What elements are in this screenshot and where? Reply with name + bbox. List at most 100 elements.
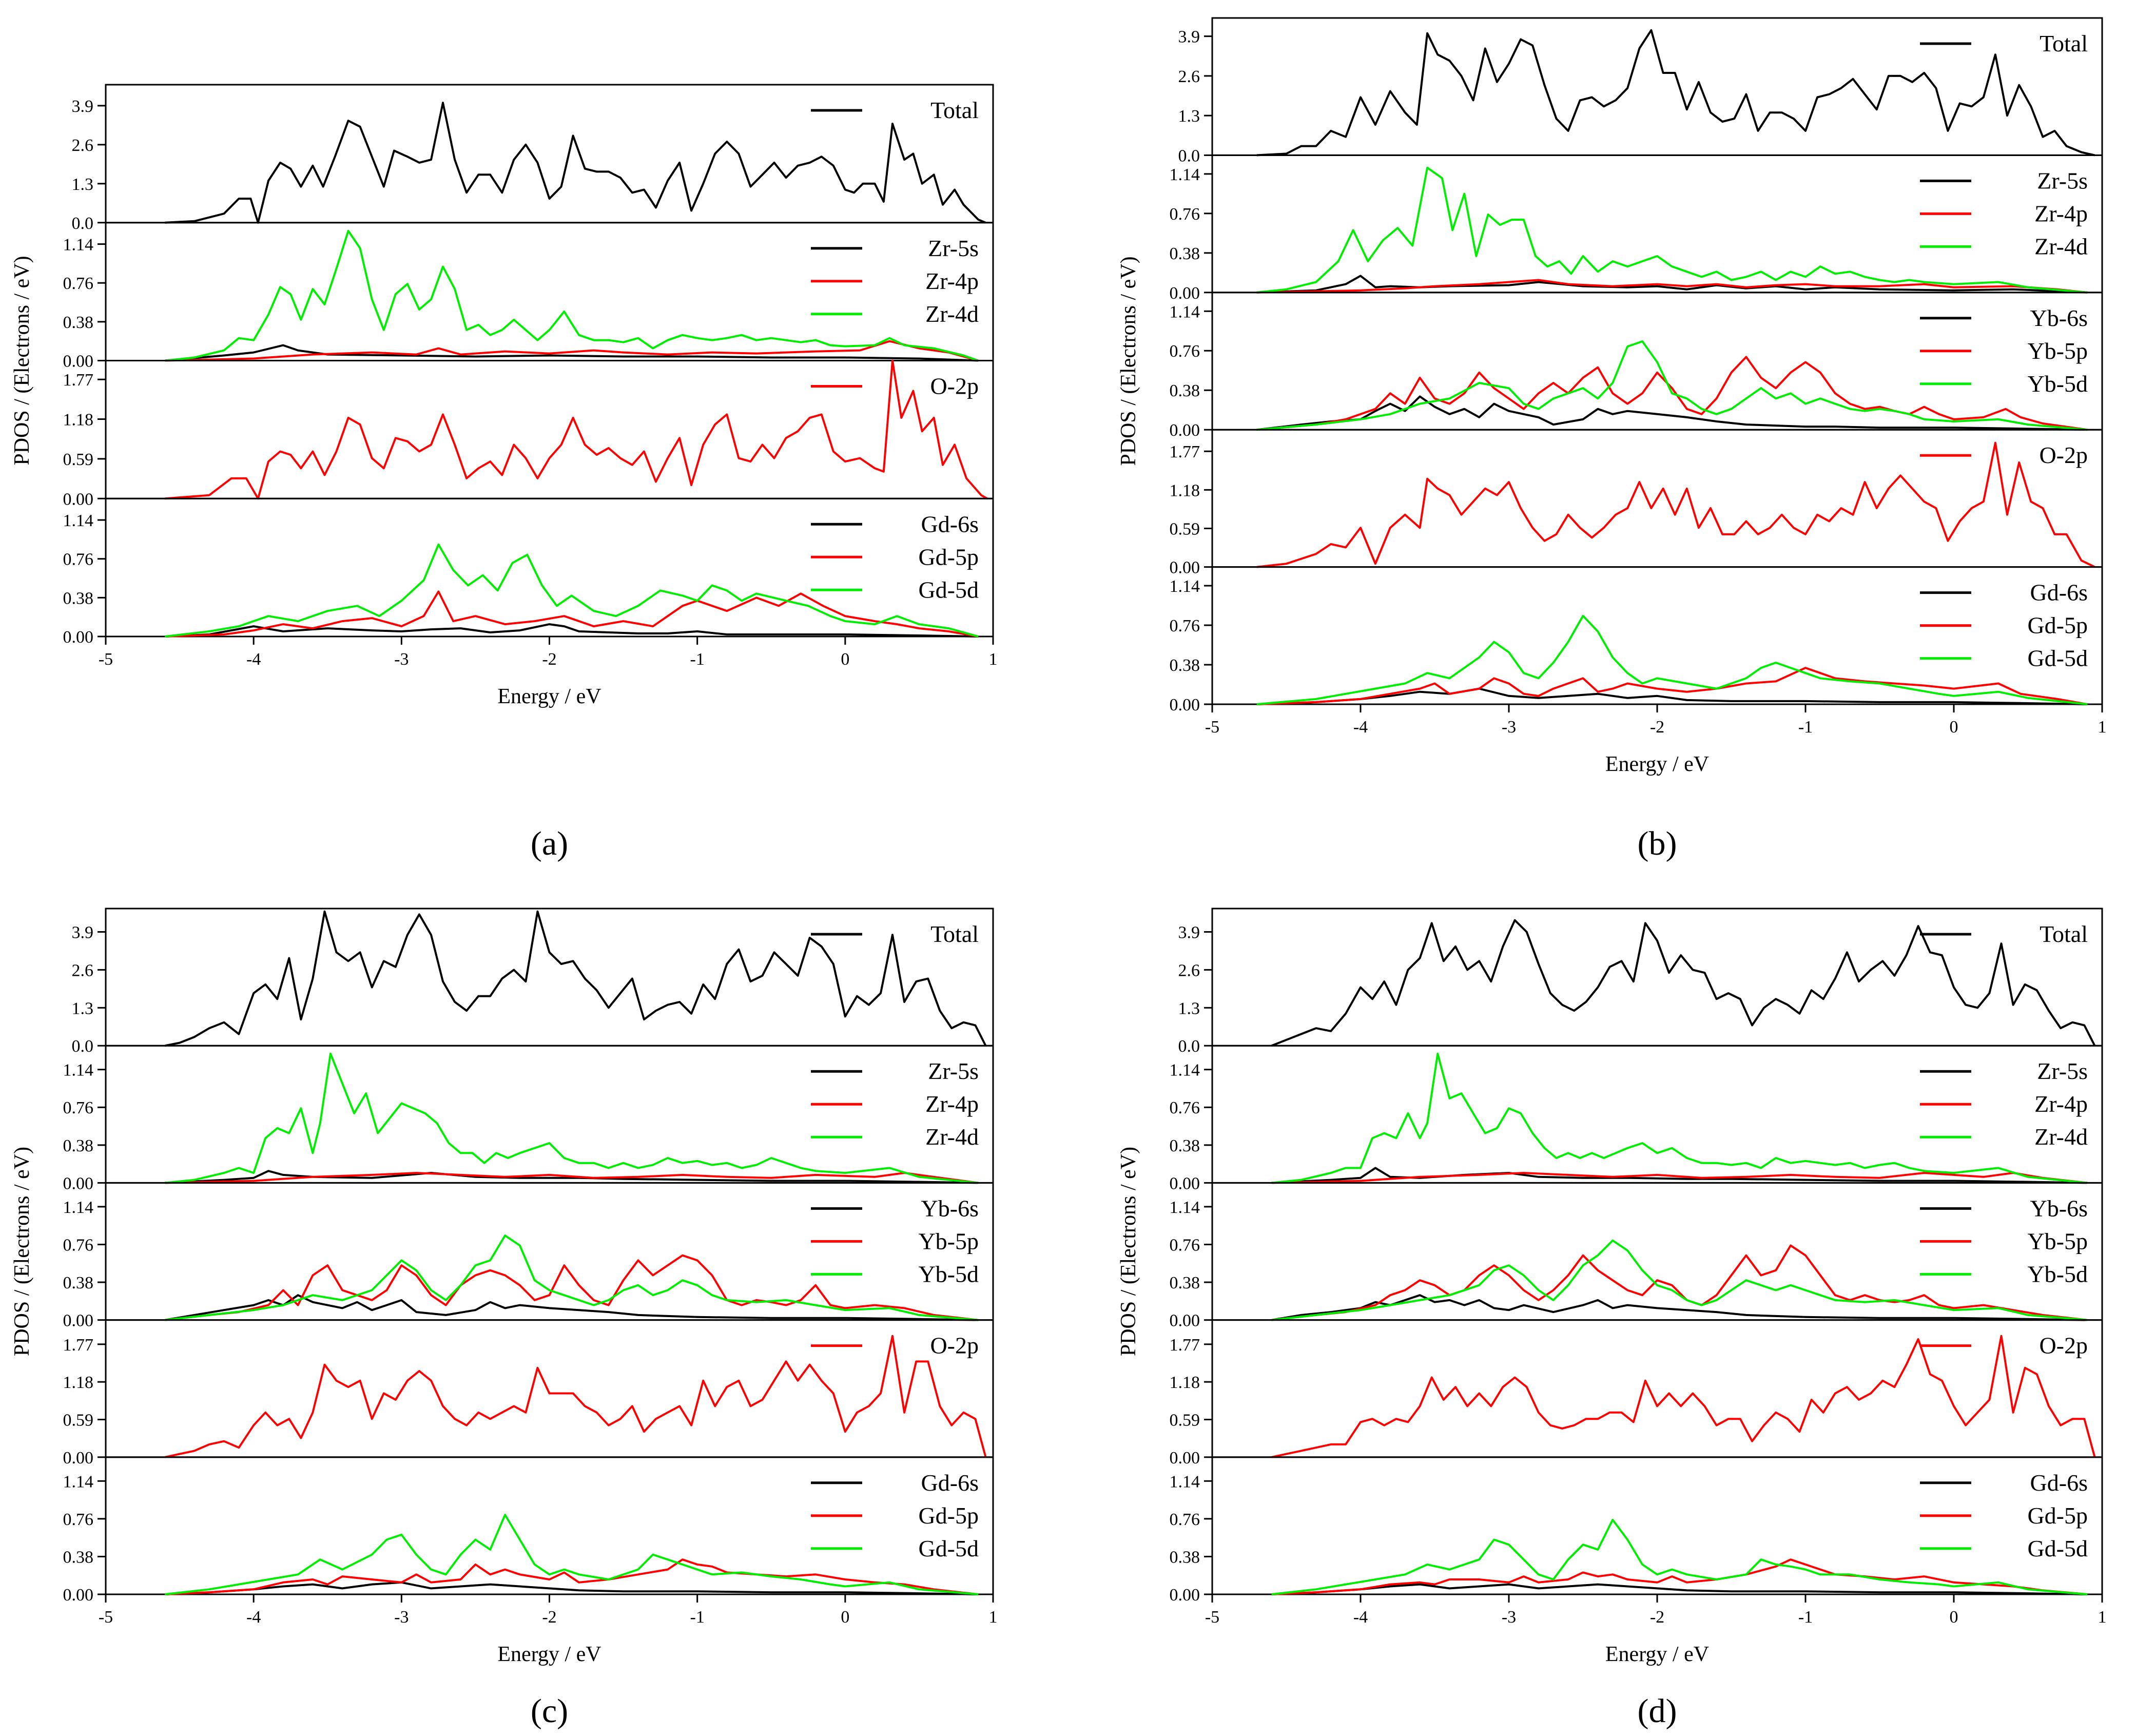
legend-label: O-2p xyxy=(2039,1333,2088,1359)
subplot-yb: 0.00 0.38 0.76 1.14 Yb-6s Yb-5p Yb-5d xyxy=(63,1182,994,1330)
subplot-total: 0.0 1.3 2.6 3.9 Total xyxy=(72,84,994,233)
x-tick-label: -4 xyxy=(1353,718,1368,737)
series-line-gd-6s xyxy=(165,623,979,638)
x-tick-label: -1 xyxy=(1798,718,1813,737)
series-line-yb-5d xyxy=(165,1235,979,1321)
legend-label: Zr-4d xyxy=(2034,233,2088,259)
series-line-gd-5d xyxy=(1256,614,2088,705)
legend-label: Zr-4d xyxy=(2034,1124,2088,1150)
x-tick-label: -3 xyxy=(394,650,409,669)
y-tick-label: 3.9 xyxy=(72,97,94,116)
x-tick-label: -3 xyxy=(1502,718,1516,737)
subplot-frame xyxy=(105,84,994,224)
series-line-gd-6s xyxy=(165,1581,979,1595)
subplot-frame xyxy=(1211,566,2103,705)
x-tick-label: 1 xyxy=(989,650,998,669)
subplot-zr: 0.00 0.38 0.76 1.14 Zr-5s Zr-4p Zr-4d xyxy=(1170,154,2103,303)
subplot-gd: 0.00 0.38 0.76 1.14 Gd-6s Gd-5p Gd-5d xyxy=(63,1456,994,1605)
x-axis-title: Energy / eV xyxy=(1605,753,1709,776)
series-line-zr-4p xyxy=(165,1172,979,1184)
y-tick-label: 0.76 xyxy=(63,550,94,569)
subplot-frame xyxy=(1211,154,2103,294)
y-axis-title: PDOS / (Electrons / eV) xyxy=(10,1147,34,1356)
x-tick-label: -3 xyxy=(394,1608,409,1627)
y-tick-label: 0.0 xyxy=(1178,1037,1200,1056)
x-tick-label: 0 xyxy=(841,650,849,669)
series-line-total xyxy=(1271,919,2096,1047)
series-line-total xyxy=(1256,29,2095,157)
y-tick-label: 0.59 xyxy=(63,450,94,469)
y-tick-label: 0.38 xyxy=(63,313,94,332)
y-axis-title: PDOS / (Electrons / eV) xyxy=(1117,256,1140,466)
panel-d: 0.0 1.3 2.6 3.9 Total 0.00 0.38 0.76 1.14 Zr-5s Zr… xyxy=(1117,908,2107,1730)
x-tick-label: -4 xyxy=(246,650,261,669)
subplot-frame xyxy=(1211,1045,2103,1184)
x-axis-title: Energy / eV xyxy=(497,1643,601,1666)
x-tick-label: -4 xyxy=(246,1608,261,1627)
legend-label: Yb-5d xyxy=(2027,1261,2088,1287)
y-tick-label: 0.38 xyxy=(1170,1274,1200,1293)
x-tick-label: -2 xyxy=(1650,718,1664,737)
panel-a: 0.0 1.3 2.6 3.9 Total 0.00 0.38 0.76 1.14 Zr-5s Zr… xyxy=(10,84,998,862)
y-tick-label: 1.77 xyxy=(1170,1336,1200,1355)
legend-label: Zr-4p xyxy=(2034,200,2088,226)
legend-label: Total xyxy=(2040,921,2088,947)
subplot-frame xyxy=(105,1045,994,1184)
legend-label: Yb-5p xyxy=(918,1228,979,1254)
x-tick-label: -1 xyxy=(690,1608,705,1627)
panel-b: 0.0 1.3 2.6 3.9 Total 0.00 0.38 0.76 1.14 Zr-5s Zr… xyxy=(1117,17,2107,862)
y-tick-label: 0.00 xyxy=(63,1311,94,1330)
x-tick-label: 1 xyxy=(2098,1608,2107,1627)
y-tick-label: 1.14 xyxy=(1170,165,1200,184)
y-tick-label: 1.14 xyxy=(63,511,94,530)
y-tick-label: 0.76 xyxy=(1170,1510,1200,1529)
series-line-zr-5s xyxy=(1271,1167,2088,1184)
y-tick-label: 0.00 xyxy=(1170,558,1200,577)
y-tick-label: 1.3 xyxy=(1178,107,1200,126)
legend-label: Zr-5s xyxy=(928,1058,979,1084)
y-tick-label: 1.3 xyxy=(72,175,94,194)
x-tick-label: -2 xyxy=(542,1608,556,1627)
x-tick-label: -5 xyxy=(99,1608,113,1627)
y-tick-label: 1.3 xyxy=(72,999,94,1018)
subplot-o: 0.00 0.59 1.18 1.77 O-2p xyxy=(1170,1319,2103,1468)
series-line-zr-5s xyxy=(165,344,979,362)
y-tick-label: 0.00 xyxy=(63,490,94,509)
legend-label: Gd-5d xyxy=(2027,645,2088,671)
x-tick-label: -5 xyxy=(99,650,113,669)
y-axis-title: PDOS / (Electrons / eV) xyxy=(1117,1147,1140,1356)
y-tick-label: 0.0 xyxy=(72,214,94,233)
legend-label: O-2p xyxy=(930,373,979,399)
y-tick-label: 0.38 xyxy=(1170,1548,1200,1567)
x-tick-label: -5 xyxy=(1205,1608,1219,1627)
y-tick-label: 0.00 xyxy=(1170,284,1200,303)
legend-label: Total xyxy=(930,97,979,123)
y-tick-label: 1.14 xyxy=(1170,302,1200,321)
y-tick-label: 0.59 xyxy=(1170,519,1200,538)
y-tick-label: 3.9 xyxy=(1178,923,1200,942)
y-tick-label: 2.6 xyxy=(1178,961,1200,980)
y-tick-label: 1.3 xyxy=(1178,999,1200,1018)
series-line-total xyxy=(165,102,986,224)
series-line-yb-6s xyxy=(1256,395,2088,431)
legend-label: Gd-5p xyxy=(918,544,979,570)
legend-label: Yb-6s xyxy=(921,1195,979,1221)
series-line-o-2p xyxy=(1271,1335,2096,1458)
series-line-o-2p xyxy=(165,359,988,500)
y-tick-label: 0.00 xyxy=(63,1174,94,1193)
y-tick-label: 1.14 xyxy=(1170,577,1200,596)
legend-label: Zr-4p xyxy=(925,1091,979,1117)
y-tick-label: 1.14 xyxy=(63,1198,94,1217)
y-tick-label: 0.76 xyxy=(1170,616,1200,635)
y-tick-label: 0.00 xyxy=(63,352,94,371)
y-tick-label: 0.59 xyxy=(63,1411,94,1430)
legend-label: Zr-4p xyxy=(925,268,979,294)
series-line-o-2p xyxy=(164,1335,987,1458)
legend-label: Gd-6s xyxy=(921,511,979,537)
panel-c: 0.0 1.3 2.6 3.9 Total 0.00 0.38 0.76 1.14 Zr-5s Zr… xyxy=(10,908,998,1730)
y-tick-label: 1.14 xyxy=(1170,1198,1200,1217)
legend-label: Yb-5p xyxy=(2027,338,2088,364)
subplot-yb: 0.00 0.38 0.76 1.14 Yb-6s Yb-5p Yb-5d xyxy=(1170,1182,2103,1330)
x-tick-label: -5 xyxy=(1205,718,1219,737)
y-tick-label: 0.00 xyxy=(1170,696,1200,715)
